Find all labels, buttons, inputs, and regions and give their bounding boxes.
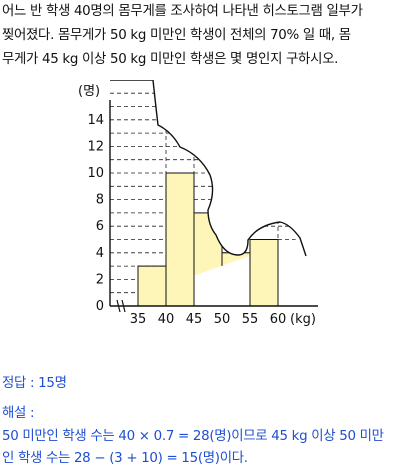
histogram-bar-partial <box>221 252 251 307</box>
torn-edge <box>110 80 307 257</box>
histogram-bar <box>137 265 167 307</box>
x-tick-label: 60 <box>270 312 287 327</box>
answer-label: 정답 : 15명 <box>2 376 67 391</box>
histogram-bar <box>165 172 195 307</box>
y-tick-label: 8 <box>96 193 104 208</box>
x-tick-label: 45 <box>186 312 203 327</box>
x-tick-label: 50 <box>214 312 231 327</box>
y-tick-label: 10 <box>87 166 104 181</box>
explanation-label: 해설 : <box>2 406 35 421</box>
y-tick-label: 2 <box>96 272 104 287</box>
x-tick-label: 55 <box>242 312 259 327</box>
axis-break-mark <box>116 299 126 313</box>
histogram-chart: 0 2 4 6 8 10 12 14 35 40 45 50 55 60 (명) (kg) <box>78 80 318 327</box>
histogram-bar <box>249 239 279 307</box>
y-tick-label: 4 <box>96 246 104 261</box>
x-tick-label: 35 <box>130 312 147 327</box>
y-unit-label: (명) <box>78 84 100 99</box>
y-tick-label: 12 <box>87 139 104 154</box>
problem-line-3: 무게가 45 kg 이상 50 kg 미만인 학생은 몇 명인지 구하시오. <box>2 52 339 67</box>
explanation-line-1: 50 미만인 학생 수는 40 × 0.7 = 28(명)이므로 45 kg 이… <box>2 429 384 444</box>
x-tick-label: 40 <box>158 312 175 327</box>
explanation-line-2: 인 학생 수는 28 − (3 + 10) = 15(명)이다. <box>2 451 248 466</box>
x-unit-label: (kg) <box>290 312 316 327</box>
y-tick-label: 0 <box>96 299 104 314</box>
problem-text: 어느 반 학생 40명의 몸무게를 조사하여 나타낸 히스토그램 일부가 찢어졌… <box>2 0 398 72</box>
y-tick-label: 6 <box>96 219 104 234</box>
problem-line-2: 찢어졌다. 몸무게가 50 kg 미만인 학생이 전체의 70% 일 때, 몸 <box>2 28 351 43</box>
problem-line-1: 어느 반 학생 40명의 몸무게를 조사하여 나타낸 히스토그램 일부가 <box>2 4 363 19</box>
histogram-bar-partial <box>193 212 223 307</box>
y-tick-label: 14 <box>87 113 104 128</box>
